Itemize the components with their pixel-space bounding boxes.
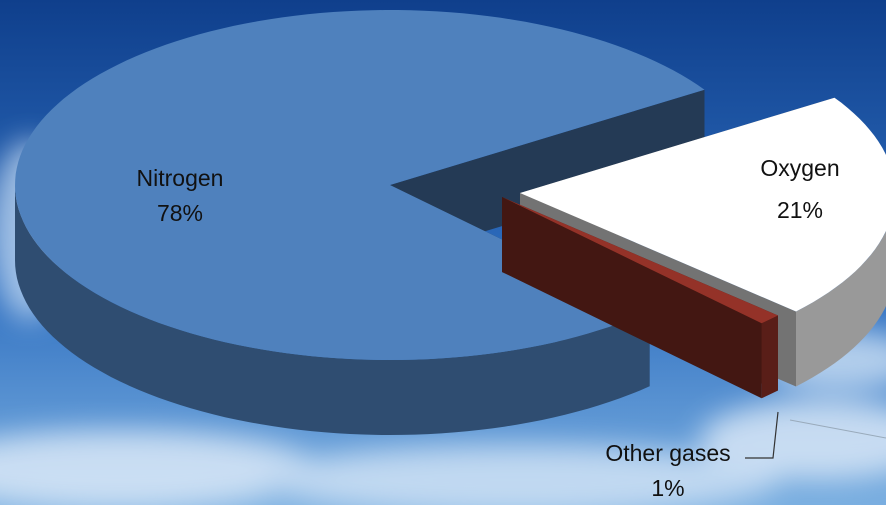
slice-side: [761, 315, 778, 399]
category-label: Oxygen: [760, 155, 839, 181]
leader-line: [789, 419, 886, 439]
slice-side: [390, 89, 705, 260]
category-label: Other gases: [605, 440, 730, 466]
category-label: Nitrogen: [137, 165, 224, 191]
slice: [502, 197, 778, 324]
slice-side: [796, 230, 886, 387]
slice: [520, 97, 886, 312]
pie: [15, 10, 886, 435]
leader-line: [745, 411, 779, 459]
slice-side: [15, 185, 650, 435]
value-label: 21%: [777, 197, 823, 223]
slice-side: [502, 197, 762, 399]
value-label: 78%: [157, 200, 203, 226]
value-label: 1%: [651, 475, 684, 501]
